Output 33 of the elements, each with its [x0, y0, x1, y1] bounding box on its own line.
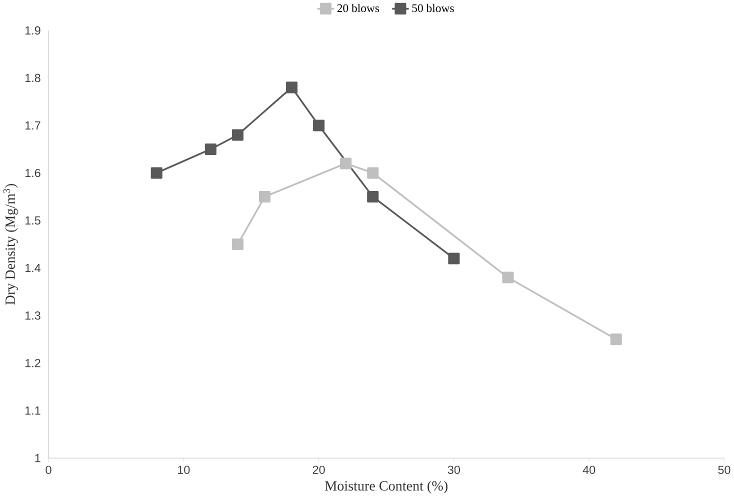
x-tick-label: 0: [46, 466, 52, 474]
y-tick-label: 1.3: [25, 312, 40, 320]
point: [204, 144, 216, 156]
point: [258, 191, 270, 203]
y-tick-label: 1.8: [25, 74, 40, 82]
point: [313, 120, 325, 132]
point: [340, 158, 352, 170]
point: [610, 334, 622, 346]
x-tick-label: 40: [582, 466, 596, 474]
y-tick-label: 1.7: [25, 122, 40, 130]
y-axis-title: Dry Density (Mg/m$^{3}$): [3, 184, 18, 305]
y-tick-label: 1.5: [25, 216, 40, 225]
point: [232, 129, 244, 141]
y-tick-label: 1.9: [25, 26, 40, 35]
legend-label: 50 blows: [412, 4, 454, 12]
x-tick-label: 10: [178, 466, 190, 474]
y-tick-label: 1.6: [25, 168, 40, 178]
x-tick-label: 50: [718, 466, 730, 474]
y-tick-label: 1: [35, 454, 40, 462]
point: [448, 252, 460, 264]
legend-label: 20 blows: [337, 4, 380, 12]
point: [502, 272, 514, 284]
x-tick-label: 20: [312, 466, 325, 474]
x-axis-title: Moisture Content (%): [325, 480, 448, 494]
x-tick-label: 30: [448, 466, 460, 474]
point: [232, 238, 244, 250]
point: [367, 191, 379, 203]
y-tick-label: 1.2: [25, 359, 40, 368]
point: [367, 167, 379, 179]
y-tick-label: 1.1: [25, 406, 40, 415]
y-tick-label: 1.4: [25, 264, 41, 272]
point: [150, 167, 162, 179]
point: [286, 82, 298, 94]
